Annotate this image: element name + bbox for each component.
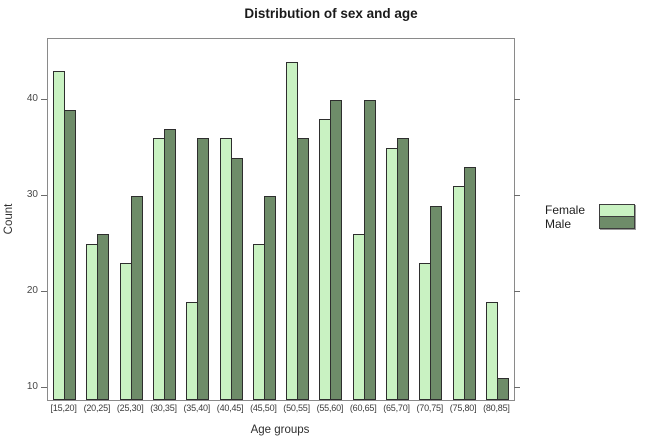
legend: Female Male [545,203,636,231]
legend-labels: Female Male [545,203,585,231]
bar-male [64,109,77,400]
y-tick-label: 10 [26,381,38,392]
bar-group [214,39,247,400]
bar-male [263,196,276,400]
legend-label-male: Male [545,217,572,231]
x-tick-label: (40,45] [216,403,244,413]
y-tick-mark [41,291,47,292]
y-tick-mark [514,291,520,292]
legend-swatches [599,204,636,229]
bar-male [197,138,210,400]
x-tick-label: (60,65] [349,403,377,413]
y-tick-mark [514,195,520,196]
bar-male [163,128,176,400]
y-tick-mark [514,387,520,388]
bar-male [396,138,409,400]
bar-group [48,39,81,400]
x-tick-label: (65,70] [383,403,410,413]
x-tick-label: (55,60] [316,403,344,413]
bar-group [314,39,347,400]
bar-group [481,39,514,400]
bar-male [230,157,243,400]
bar-male [330,100,343,400]
bar-group [115,39,148,400]
legend-swatch-male [599,216,636,229]
bar-male [297,138,310,400]
bar-female [485,301,498,400]
bar-group [181,39,214,400]
y-axis-label: Count [3,203,15,235]
bar-group [81,39,114,400]
y-tick-label: 30 [26,189,38,200]
x-tick-label: (50,55] [283,403,310,413]
y-tick-mark [41,387,47,388]
legend-label-female: Female [545,203,586,217]
y-tick-label: 40 [26,93,38,104]
x-tick-label: (45,50] [250,403,277,413]
bar-male [463,167,476,400]
x-axis-label: Age groups [250,424,310,436]
bar-group [281,39,314,400]
x-tick-label: (20,25] [83,403,111,413]
y-tick-mark [514,99,520,100]
y-tick-mark [41,99,47,100]
bar-group [447,39,480,400]
x-tick-label: (75,80] [449,403,477,413]
bar-male [430,205,443,400]
y-tick-mark [41,195,47,196]
y-tick-label: 20 [26,285,38,296]
bar-male [97,234,110,400]
bar-male [363,100,376,400]
bar-male [496,378,509,400]
bar-group [348,39,381,400]
x-tick-label: [15,20] [50,403,77,413]
bar-group [148,39,181,400]
x-tick-label: (25,30] [116,403,144,413]
bar-group [381,39,414,400]
x-tick-label: (35,40] [183,403,211,413]
bar-male [130,196,143,400]
bar-group [248,39,281,400]
chart-title: Distribution of sex and age [244,6,418,21]
x-tick-label: (80,85] [483,403,510,413]
bar-group [414,39,447,400]
x-tick-label: (30,35] [150,403,177,413]
x-tick-label: (70,75] [416,403,444,413]
plot-area [47,38,515,401]
